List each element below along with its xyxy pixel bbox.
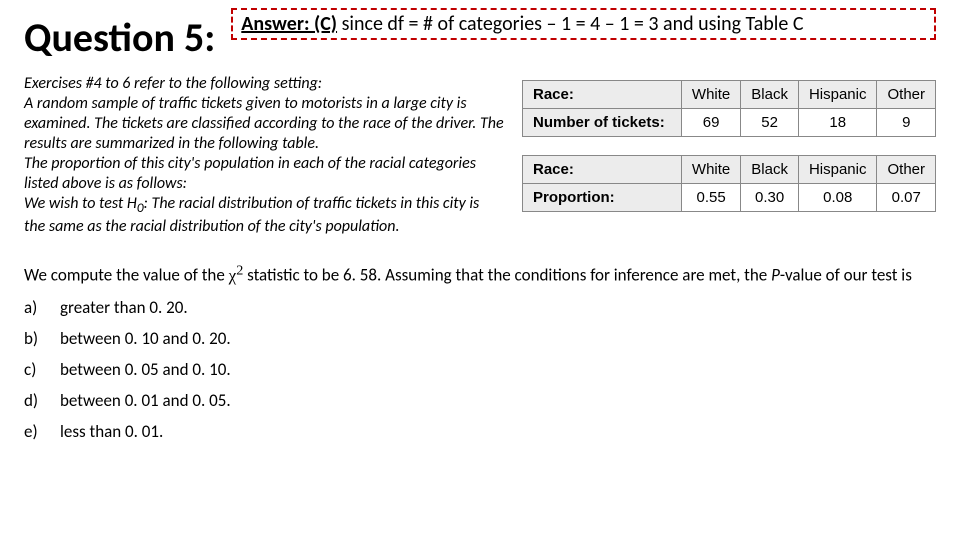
- tickets-table: Race: White Black Hispanic Other Number …: [522, 80, 936, 137]
- answer-label: Answer: (C): [241, 12, 337, 36]
- setting-line2: A random sample of traffic tickets given…: [24, 94, 504, 154]
- col-header: Other: [877, 81, 936, 109]
- proportion-table: Race: White Black Hispanic Other Proport…: [522, 155, 936, 212]
- col-header: Other: [877, 156, 936, 184]
- chi-symbol: χ2: [229, 266, 244, 285]
- setting-line1: Exercises #4 to 6 refer to the following…: [24, 74, 504, 94]
- question-pre: We compute the value of the: [24, 265, 229, 286]
- question-post: -value of our test is: [780, 265, 912, 286]
- question-body: We compute the value of the χ2 statistic…: [0, 237, 960, 288]
- option-c: c) between 0. 05 and 0. 10.: [24, 359, 936, 380]
- col-header: Black: [741, 81, 799, 109]
- cell: 0.08: [798, 184, 877, 212]
- cell: 9: [877, 109, 936, 137]
- option-text: between 0. 05 and 0. 10.: [60, 359, 231, 380]
- answer-text: since df = # of categories – 1 = 4 – 1 =…: [337, 12, 803, 36]
- cell: 0.30: [741, 184, 799, 212]
- option-d: d) between 0. 01 and 0. 05.: [24, 390, 936, 411]
- setting-line4-pre: We wish to test: [24, 194, 127, 213]
- col-header: Hispanic: [798, 156, 877, 184]
- option-letter: e): [24, 421, 60, 442]
- option-letter: d): [24, 390, 60, 411]
- option-text: greater than 0. 20.: [60, 297, 188, 318]
- cell: 18: [798, 109, 877, 137]
- header-row: Question 5: Answer: (C) since df = # of …: [0, 0, 960, 62]
- h0-symbol: H0: [127, 194, 144, 213]
- option-a: a) greater than 0. 20.: [24, 297, 936, 318]
- options-list: a) greater than 0. 20. b) between 0. 10 …: [0, 287, 960, 442]
- col-header: White: [681, 81, 740, 109]
- setting-line3: The proportion of this city's population…: [24, 154, 504, 194]
- col-header: Hispanic: [798, 81, 877, 109]
- option-text: between 0. 10 and 0. 20.: [60, 328, 231, 349]
- question-mid: statistic to be 6. 58. Assuming that the…: [243, 265, 771, 286]
- table-row: Race: White Black Hispanic Other: [523, 81, 936, 109]
- row-label: Race:: [523, 81, 682, 109]
- option-letter: b): [24, 328, 60, 349]
- option-b: b) between 0. 10 and 0. 20.: [24, 328, 936, 349]
- col-header: White: [681, 156, 740, 184]
- cell: 69: [681, 109, 740, 137]
- table-row: Proportion: 0.55 0.30 0.08 0.07: [523, 184, 936, 212]
- option-letter: c): [24, 359, 60, 380]
- cell: 0.55: [681, 184, 740, 212]
- answer-box: Answer: (C) since df = # of categories –…: [231, 8, 936, 40]
- row-label: Proportion:: [523, 184, 682, 212]
- option-letter: a): [24, 297, 60, 318]
- option-text: less than 0. 01.: [60, 421, 163, 442]
- setting-text: Exercises #4 to 6 refer to the following…: [24, 74, 504, 237]
- question-title: Question 5:: [24, 8, 215, 62]
- cell: 0.07: [877, 184, 936, 212]
- table-row: Race: White Black Hispanic Other: [523, 156, 936, 184]
- tables-column: Race: White Black Hispanic Other Number …: [522, 74, 936, 237]
- row-label: Number of tickets:: [523, 109, 682, 137]
- p-variable: P: [771, 265, 780, 286]
- cell: 52: [741, 109, 799, 137]
- col-header: Black: [741, 156, 799, 184]
- row-label: Race:: [523, 156, 682, 184]
- setting-line4: We wish to test H0: The racial distribut…: [24, 194, 504, 237]
- option-text: between 0. 01 and 0. 05.: [60, 390, 231, 411]
- table-row: Number of tickets: 69 52 18 9: [523, 109, 936, 137]
- option-e: e) less than 0. 01.: [24, 421, 936, 442]
- content-row: Exercises #4 to 6 refer to the following…: [0, 62, 960, 237]
